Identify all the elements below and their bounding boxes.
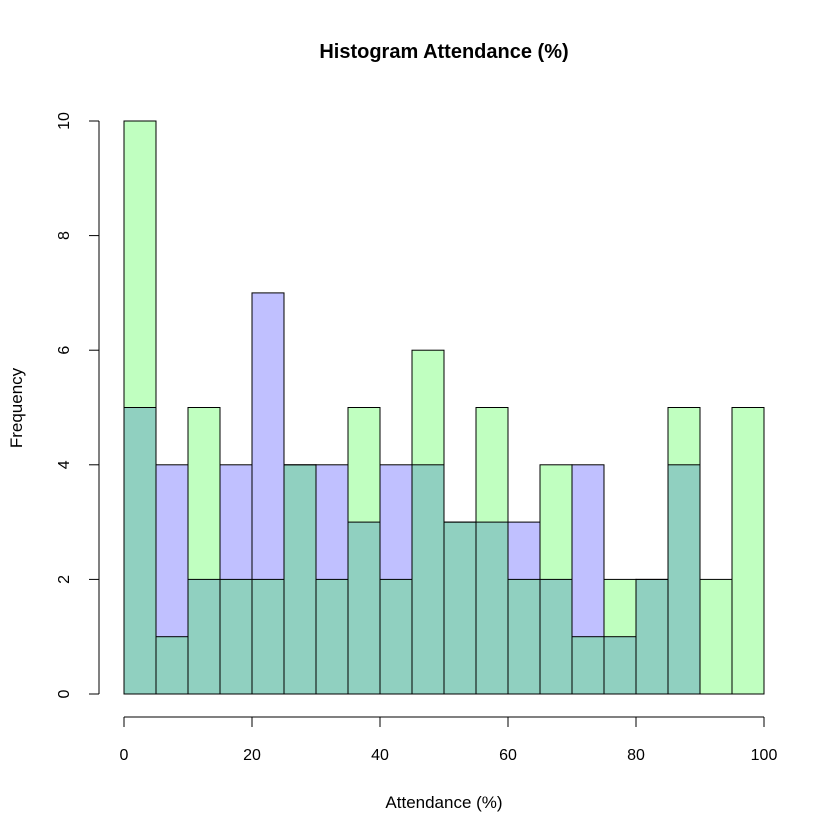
bar-overlap-1 bbox=[156, 636, 188, 694]
bar-blue-6 bbox=[316, 464, 348, 580]
y-axis: 0 2 4 6 8 10 bbox=[56, 112, 100, 698]
bar-green-9 bbox=[412, 350, 444, 465]
bar-overlap-16 bbox=[636, 579, 668, 694]
y-tick-label-2: 4 bbox=[56, 460, 73, 469]
bar-outline-green-19 bbox=[731, 407, 765, 695]
bar-green-0 bbox=[124, 121, 156, 408]
bar-overlap-14 bbox=[572, 636, 604, 694]
bars-layer bbox=[123, 120, 765, 695]
bar-blue-4 bbox=[252, 292, 284, 580]
bar-blue-8 bbox=[380, 464, 412, 580]
bar-overlap-0 bbox=[124, 407, 156, 694]
bar-green-7 bbox=[348, 407, 380, 523]
bar-overlap-10 bbox=[444, 522, 476, 694]
y-tick-label-4: 8 bbox=[56, 231, 73, 240]
x-axis-title: Attendance (%) bbox=[385, 793, 502, 812]
bar-overlap-3 bbox=[220, 579, 252, 694]
bar-green-19 bbox=[732, 407, 764, 694]
bar-green-15 bbox=[604, 579, 636, 637]
bar-overlap-5 bbox=[284, 464, 316, 694]
bar-overlap-17 bbox=[668, 464, 700, 694]
x-tick-label-5: 100 bbox=[751, 747, 778, 764]
y-tick-label-5: 10 bbox=[56, 112, 73, 130]
bar-green-13 bbox=[540, 464, 572, 580]
bar-overlap-9 bbox=[412, 464, 444, 694]
bar-overlap-2 bbox=[188, 579, 220, 694]
bar-overlap-4 bbox=[252, 579, 284, 694]
x-tick-label-3: 60 bbox=[499, 747, 517, 764]
y-axis-title: Frequency bbox=[7, 367, 26, 448]
x-axis: 0 20 40 60 80 100 bbox=[120, 716, 778, 764]
y-tick-label-0: 0 bbox=[56, 689, 73, 698]
y-tick-label-3: 6 bbox=[56, 346, 73, 355]
bar-blue-1 bbox=[156, 464, 188, 637]
x-tick-label-4: 80 bbox=[627, 747, 645, 764]
bar-outline-green-0 bbox=[123, 120, 157, 695]
bar-overlap-12 bbox=[508, 579, 540, 694]
bar-overlap-8 bbox=[380, 579, 412, 694]
bar-blue-12 bbox=[508, 522, 540, 580]
bar-blue-14 bbox=[572, 464, 604, 637]
bar-outline-green-17 bbox=[667, 407, 701, 695]
bar-overlap-6 bbox=[316, 579, 348, 694]
x-tick-label-0: 0 bbox=[120, 747, 129, 764]
y-tick-label-1: 2 bbox=[56, 575, 73, 584]
bar-green-2 bbox=[188, 407, 220, 580]
bar-green-18 bbox=[700, 579, 732, 694]
bar-blue-3 bbox=[220, 464, 252, 580]
bar-overlap-7 bbox=[348, 522, 380, 694]
x-tick-label-1: 20 bbox=[243, 747, 261, 764]
bar-green-11 bbox=[476, 407, 508, 523]
chart-title: Histogram Attendance (%) bbox=[319, 41, 568, 63]
x-tick-label-2: 40 bbox=[371, 747, 389, 764]
bar-overlap-13 bbox=[540, 579, 572, 694]
bar-overlap-15 bbox=[604, 636, 636, 694]
bar-overlap-11 bbox=[476, 522, 508, 694]
bar-green-17 bbox=[668, 407, 700, 465]
